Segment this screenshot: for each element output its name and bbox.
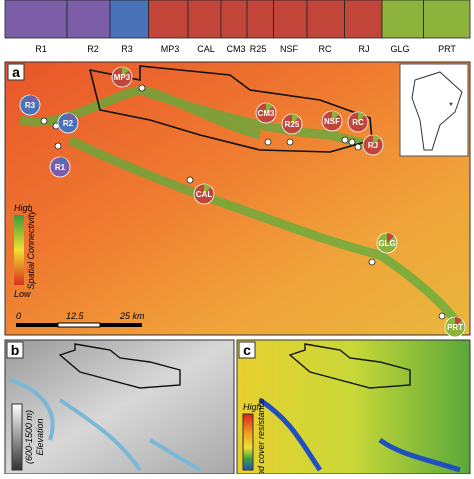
scale-label: 12.5 <box>66 311 85 321</box>
population-label: NSF <box>280 44 299 54</box>
legend-title: Land cover resistance <box>256 398 266 474</box>
site-label: CAL <box>196 190 213 199</box>
structure-block <box>246 0 274 39</box>
population-label: RC <box>319 44 332 54</box>
population-label: R1 <box>35 44 47 54</box>
legend-title: Spatial Connectivity <box>26 210 36 290</box>
structure-plot: R1 R2 R3 MP3 CAL CM3 R25 NSF RC RJ GLG PRT <box>4 0 471 54</box>
scale-bar <box>100 323 142 327</box>
park-boundary <box>88 65 373 153</box>
site-pie-slice <box>30 95 37 105</box>
map-c <box>236 339 471 475</box>
site-pie-slice <box>373 135 380 145</box>
legend-high: High <box>243 402 262 412</box>
rivers <box>9 378 202 472</box>
site-point <box>54 142 62 150</box>
scale-bar <box>57 322 101 328</box>
population-label: R3 <box>121 44 133 54</box>
legend-low: Low <box>14 289 31 299</box>
legend-range: (600-1500 m) <box>24 410 34 464</box>
structure-block <box>381 0 424 39</box>
panel-label-box <box>7 63 25 81</box>
site-label: NSF <box>324 117 340 126</box>
population-label: MP3 <box>161 44 180 54</box>
site-label: GLG <box>378 239 395 248</box>
site-label: CM3 <box>258 109 275 118</box>
panel-letter: c <box>243 342 251 358</box>
site-pie-slice <box>122 67 129 77</box>
scale-label: 25 km <box>119 311 145 321</box>
legend-ramp <box>242 413 254 471</box>
structure-block <box>423 0 471 39</box>
legend-high: High <box>14 203 33 213</box>
legend-ramp <box>11 403 23 471</box>
scale-bar <box>16 323 58 327</box>
site-pie-slice <box>60 157 67 167</box>
structure-block <box>4 0 68 39</box>
site-pie-slice <box>292 114 299 124</box>
population-label: GLG <box>390 44 409 54</box>
site-label: RJ <box>368 141 378 150</box>
population-label: RJ <box>359 44 370 54</box>
panel-label-box <box>238 341 256 359</box>
population-label: R2 <box>87 44 99 54</box>
site-label: R3 <box>25 101 36 110</box>
panel-letter: a <box>12 64 20 80</box>
site-pie-slice <box>358 112 365 122</box>
site-point <box>286 138 294 146</box>
site-label: R25 <box>285 120 300 129</box>
site-pie-slice <box>332 111 339 121</box>
site-point <box>341 136 349 144</box>
site-pie-slice <box>68 113 75 123</box>
structure-block <box>344 0 383 39</box>
population-label: R25 <box>250 44 267 54</box>
site-point <box>354 143 362 151</box>
structure-block <box>220 0 248 39</box>
south-america <box>411 71 463 151</box>
park-boundary <box>58 343 181 389</box>
structure-block <box>187 0 222 39</box>
site-label: R2 <box>63 119 74 128</box>
structure-block <box>66 0 111 39</box>
structure-block <box>109 0 149 39</box>
structure-block <box>148 0 189 39</box>
rivers <box>258 397 461 473</box>
site-point <box>348 138 356 146</box>
population-label: CM3 <box>226 44 245 54</box>
map-b <box>4 339 235 475</box>
legend-ramp <box>14 215 24 285</box>
structure-block <box>306 0 345 39</box>
park-boundary <box>288 343 411 389</box>
site-point <box>368 258 376 266</box>
site-pie-slice <box>204 184 211 194</box>
structure-block <box>273 0 308 39</box>
site-label: RC <box>352 118 364 127</box>
scale-label: 0 <box>16 311 21 321</box>
site-point <box>138 84 146 92</box>
site-label: PRT <box>447 323 463 332</box>
inset-star: * <box>449 101 453 112</box>
site-pie-slice <box>266 103 273 113</box>
site-label: R1 <box>55 163 66 172</box>
population-label: CAL <box>197 44 215 54</box>
site-pie-slice <box>455 317 462 327</box>
site-label: MP3 <box>114 73 131 82</box>
panel-letter: b <box>11 342 20 358</box>
site-point <box>40 117 48 125</box>
site-pie-slice <box>387 233 394 243</box>
site-point <box>438 312 446 320</box>
site-point <box>186 176 194 184</box>
site-point <box>264 138 272 146</box>
legend-title: Elevation <box>35 418 45 455</box>
panel-label-box <box>6 341 24 359</box>
population-label: PRT <box>438 44 456 54</box>
